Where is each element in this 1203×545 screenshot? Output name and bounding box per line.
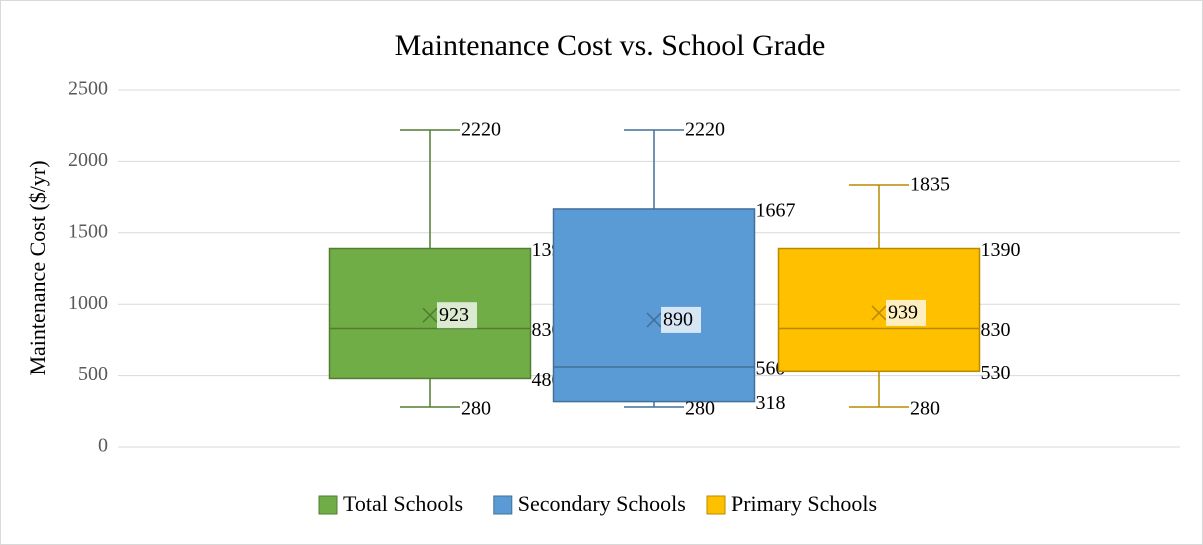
legend-label: Secondary Schools	[518, 491, 686, 516]
data-label: 280	[461, 398, 491, 420]
data-label: 2220	[461, 119, 501, 141]
y-tick-label: 500	[78, 363, 108, 385]
chart-title: Maintenance Cost vs. School Grade	[395, 29, 826, 62]
data-label: 1835	[910, 174, 950, 196]
label-background	[661, 306, 701, 333]
mean-marker	[422, 307, 438, 323]
y-axis-label: Maintenance Cost ($/yr)	[25, 160, 50, 375]
y-tick-label: 1500	[68, 220, 108, 242]
legend-label: Total Schools	[343, 491, 463, 516]
data-label: 890	[663, 309, 693, 331]
data-label: 318	[756, 392, 786, 414]
data-label: 2220	[685, 119, 725, 141]
label-background	[886, 299, 926, 326]
data-label: 939	[888, 302, 918, 324]
mean-marker	[871, 305, 887, 321]
box	[328, 247, 532, 380]
y-tick-label: 2000	[68, 149, 108, 171]
data-label: 280	[685, 398, 715, 420]
box	[552, 208, 756, 403]
legend-swatch	[706, 495, 726, 515]
legend-swatch	[493, 495, 513, 515]
legend-label: Primary Schools	[731, 491, 877, 516]
y-tick-label: 0	[98, 435, 108, 457]
label-background	[437, 302, 477, 329]
data-label: 1390	[981, 239, 1021, 261]
data-label: 280	[910, 398, 940, 420]
box	[777, 247, 981, 373]
data-label: 830	[981, 319, 1011, 341]
mean-marker	[646, 312, 662, 328]
y-tick-label: 1000	[68, 292, 108, 314]
y-tick-label: 2500	[68, 78, 108, 100]
data-label: 1667	[756, 200, 796, 222]
legend-swatch	[318, 495, 338, 515]
data-label: 530	[981, 362, 1011, 384]
data-label: 923	[439, 304, 469, 326]
